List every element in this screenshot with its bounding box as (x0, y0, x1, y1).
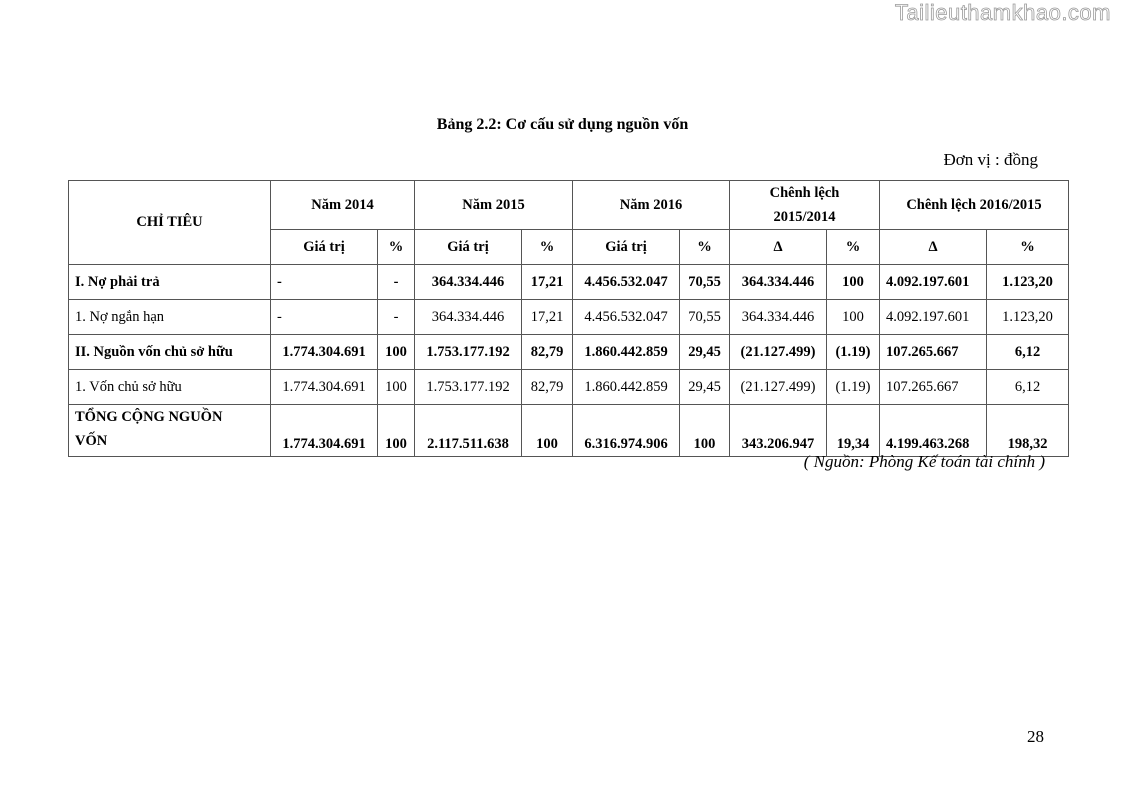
subheader-cell: Giá trị (270, 229, 378, 265)
row-label: II. Nguồn vốn chủ sở hữu (68, 334, 271, 370)
row-label: TỔNG CỘNG NGUỒN VỐN (68, 404, 271, 457)
table-cell: 4.456.532.047 (572, 299, 680, 335)
subheader-cell: Δ (729, 229, 827, 265)
table-cell: 100 (377, 404, 415, 457)
capital-structure-table: CHỈ TIÊU Năm 2014 Năm 2015 Năm 2016 Chên… (68, 180, 1069, 457)
table-cell: 4.199.463.268 (879, 404, 987, 457)
table-cell: 17,21 (521, 264, 573, 300)
table-cell: 2.117.511.638 (414, 404, 522, 457)
table-row: TỔNG CỘNG NGUỒN VỐN 1.774.304.691 100 2.117… (68, 404, 1069, 457)
table-cell: 100 (521, 404, 573, 457)
table-row: 1. Vốn chủ sở hữu 1.774.304.691 100 1.753.1… (68, 369, 1069, 405)
table-cell: 1.753.177.192 (414, 369, 522, 405)
table-cell: 364.334.446 (414, 264, 522, 300)
header-2016: Năm 2016 (572, 180, 730, 230)
subheader-cell: % (826, 229, 880, 265)
table-cell: 1.774.304.691 (270, 404, 378, 457)
table-cell: 70,55 (679, 299, 730, 335)
table-cell: 6,12 (986, 334, 1069, 370)
table-cell: 4.092.197.601 (879, 264, 987, 300)
table-cell: 364.334.446 (414, 299, 522, 335)
table-cell: 29,45 (679, 334, 730, 370)
table-cell: (1.19) (826, 334, 880, 370)
page-number: 28 (1027, 727, 1044, 746)
table-cell: - (377, 264, 415, 300)
table-cell: 364.334.446 (729, 299, 827, 335)
table-cell: 4.092.197.601 (879, 299, 987, 335)
source-note: ( Nguồn: Phòng Kế toán tài chính ) (803, 452, 1045, 471)
table-cell: 198,32 (986, 404, 1069, 457)
table-cell: 82,79 (521, 369, 573, 405)
table-cell: 70,55 (679, 264, 730, 300)
header-2015: Năm 2015 (414, 180, 573, 230)
table-cell: 364.334.446 (729, 264, 827, 300)
table-cell: 100 (826, 264, 880, 300)
table-cell: 1.774.304.691 (270, 369, 378, 405)
table-cell: 29,45 (679, 369, 730, 405)
header-2014: Năm 2014 (270, 180, 415, 230)
subheader-cell: Δ (879, 229, 987, 265)
table-cell: 1.860.442.859 (572, 334, 680, 370)
table-cell: - (270, 299, 378, 335)
subheader-cell: % (521, 229, 573, 265)
header-diff-2015-2014: Chênh lệch 2015/2014 (729, 180, 880, 230)
table-cell: 82,79 (521, 334, 573, 370)
table-cell: 100 (377, 369, 415, 405)
table-cell: 107.265.667 (879, 334, 987, 370)
table-cell: 343.206.947 (729, 404, 827, 457)
table-cell: 1.753.177.192 (414, 334, 522, 370)
subheader-cell: % (679, 229, 730, 265)
table-cell: 19,34 (826, 404, 880, 457)
table-row: II. Nguồn vốn chủ sở hữu 1.774.304.691 100… (68, 334, 1069, 370)
unit-label: Đơn vị : đồng (943, 150, 1038, 169)
table-cell: - (270, 264, 378, 300)
table-cell: (21.127.499) (729, 334, 827, 370)
watermark: Tailieuthamkhao.com (894, 0, 1111, 25)
row-label: I. Nợ phải trả (68, 264, 271, 300)
table-cell: 100 (377, 334, 415, 370)
table-cell: 100 (679, 404, 730, 457)
table-cell: 6,12 (986, 369, 1069, 405)
subheader-cell: % (986, 229, 1069, 265)
table-row: 1. Nợ ngắn hạn - -364.334.446 17,21 4.456.53… (68, 299, 1069, 335)
table-cell: 1.774.304.691 (270, 334, 378, 370)
table-cell: (21.127.499) (729, 369, 827, 405)
table-cell: (1.19) (826, 369, 880, 405)
table-cell: - (377, 299, 415, 335)
header-diff-2016-2015: Chênh lệch 2016/2015 (879, 180, 1069, 230)
table-cell: 1.123,20 (986, 264, 1069, 300)
table-cell: 1.860.442.859 (572, 369, 680, 405)
table-title: Bảng 2.2: Cơ cấu sử dụng nguồn vốn (436, 116, 689, 133)
table-cell: 17,21 (521, 299, 573, 335)
table-row: I. Nợ phải trả - -364.334.446 17,21 4.456.53… (68, 264, 1069, 300)
row-label: 1. Nợ ngắn hạn (68, 299, 271, 335)
subheader-cell: Giá trị (572, 229, 680, 265)
subheader-cell: Giá trị (414, 229, 522, 265)
table-cell: 100 (826, 299, 880, 335)
subheader-cell: % (377, 229, 415, 265)
table-cell: 4.456.532.047 (572, 264, 680, 300)
row-label: 1. Vốn chủ sở hữu (68, 369, 271, 405)
table-cell: 107.265.667 (879, 369, 987, 405)
header-chi-tieu: CHỈ TIÊU (68, 180, 271, 265)
table-cell: 1.123,20 (986, 299, 1069, 335)
table-cell: 6.316.974.906 (572, 404, 680, 457)
